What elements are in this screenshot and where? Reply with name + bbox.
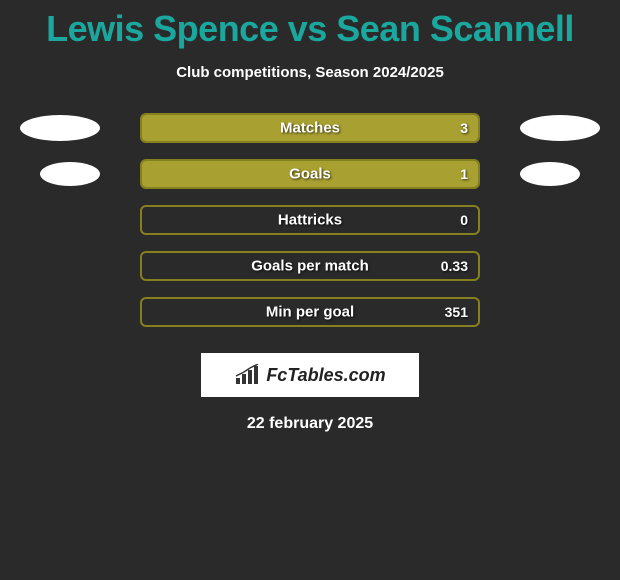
player-right-indicator (520, 162, 580, 186)
stat-row: Matches 3 (0, 105, 620, 151)
stat-value: 1 (460, 166, 468, 182)
stat-label: Min per goal (266, 304, 354, 321)
stat-row: Goals per match 0.33 (0, 243, 620, 289)
stat-value: 351 (445, 304, 468, 320)
stat-row: Hattricks 0 (0, 197, 620, 243)
stat-bar: Hattricks 0 (140, 205, 480, 235)
chart-icon (234, 364, 260, 386)
stat-row: Goals 1 (0, 151, 620, 197)
player-left-indicator (20, 115, 100, 141)
stat-row: Min per goal 351 (0, 289, 620, 335)
stat-bar: Min per goal 351 (140, 297, 480, 327)
stat-label: Matches (280, 120, 340, 137)
player-right-indicator (520, 115, 600, 141)
season-subtitle: Club competitions, Season 2024/2025 (0, 64, 620, 81)
date-label: 22 february 2025 (0, 415, 620, 433)
stat-label: Hattricks (278, 212, 342, 229)
comparison-title: Lewis Spence vs Sean Scannell (0, 0, 620, 50)
logo-text: FcTables.com (266, 365, 385, 386)
stat-value: 0 (460, 212, 468, 228)
stat-value: 0.33 (441, 258, 468, 274)
stat-label: Goals per match (251, 258, 369, 275)
stat-bar: Goals per match 0.33 (140, 251, 480, 281)
stats-container: Matches 3 Goals 1 Hattricks 0 Goals per match 0… (0, 105, 620, 335)
stat-label: Goals (289, 166, 331, 183)
player-left-indicator (40, 162, 100, 186)
stat-bar: Matches 3 (140, 113, 480, 143)
stat-value: 3 (460, 120, 468, 136)
fctables-logo[interactable]: FcTables.com (201, 353, 419, 397)
stat-bar: Goals 1 (140, 159, 480, 189)
